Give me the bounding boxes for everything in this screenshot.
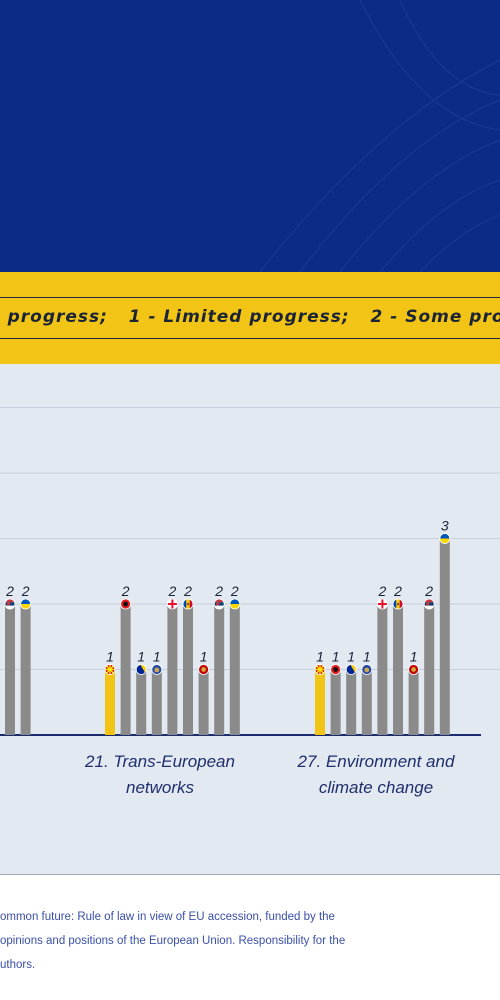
bar-value-label: 1 (137, 649, 145, 665)
bar (408, 669, 419, 735)
bar (214, 604, 225, 735)
bar-value-label: 1 (332, 649, 340, 665)
bar-value-label: 1 (106, 649, 114, 665)
bar (346, 669, 357, 735)
bar-value-label: 1 (410, 649, 418, 665)
category-label: climate change (319, 778, 433, 797)
bar-value-label: 2 (121, 583, 130, 599)
north-macedonia-flag-icon (314, 664, 326, 675)
bar (393, 604, 403, 735)
bar-value-label: 2 (183, 583, 192, 599)
bar-value-label: 1 (200, 649, 208, 665)
bar-value-label: 2 (168, 583, 177, 599)
bar (136, 669, 147, 735)
serbia-flag-icon (423, 598, 435, 610)
chart-area (0, 364, 500, 874)
moldova-flag-icon (392, 598, 404, 610)
bar-value-label: 2 (230, 583, 239, 599)
bar (183, 604, 193, 735)
bar (198, 669, 209, 735)
category-label: 27. Environment and (297, 752, 455, 771)
bar (439, 538, 450, 735)
banner-pattern (259, 0, 500, 272)
bar (315, 669, 325, 735)
bar (361, 669, 372, 735)
bar-value-label: 2 (378, 583, 387, 599)
serbia-flag-icon (213, 598, 225, 610)
bar (120, 604, 131, 735)
bar-value-label: 2 (5, 583, 14, 599)
kosovo-flag-icon (361, 664, 373, 675)
bar (151, 669, 162, 735)
georgia-flag-icon (166, 598, 178, 610)
footer-disclaimer: ommon future: Rule of law in view of EU … (0, 905, 500, 977)
bar (5, 604, 15, 735)
progress-legend: o progress; 1 - Limited progress; 2 - So… (0, 307, 500, 327)
bar-value-label: 3 (441, 518, 449, 534)
bosnia-flag-icon (135, 664, 147, 675)
albania-flag-icon (120, 598, 131, 610)
albania-flag-icon (330, 664, 342, 675)
bar (20, 604, 31, 735)
bar-value-label: 1 (316, 649, 324, 665)
bosnia-flag-icon (345, 664, 357, 675)
bar-value-label: 1 (153, 649, 161, 665)
legend-band (0, 272, 500, 364)
bar (105, 669, 115, 735)
montenegro-flag-icon (198, 664, 210, 675)
bar-value-label: 2 (214, 583, 223, 599)
bar-value-label: 2 (424, 583, 433, 599)
bar (229, 604, 240, 735)
bar-value-label: 2 (393, 583, 402, 599)
montenegro-flag-icon (408, 664, 420, 675)
bar-value-label: 1 (363, 649, 371, 665)
ukraine-flag-icon (229, 598, 241, 610)
legend-strip (0, 297, 500, 339)
footer-line-2: opinions and positions of the European U… (0, 935, 346, 947)
ukraine-flag-icon (439, 533, 451, 544)
serbia-flag-icon (4, 598, 16, 610)
bar-value-label: 1 (347, 649, 355, 665)
bar (167, 604, 178, 735)
bar (424, 604, 435, 735)
footer-divider (0, 874, 500, 875)
bar-value-label: 2 (21, 583, 30, 599)
kosovo-flag-icon (151, 664, 163, 675)
bar (377, 604, 388, 735)
footer-line-1: ommon future: Rule of law in view of EU … (0, 911, 335, 923)
bar (330, 669, 341, 735)
footer-line-3: uthors. (0, 959, 36, 971)
ukraine-flag-icon (20, 598, 32, 610)
moldova-flag-icon (182, 598, 194, 610)
north-macedonia-flag-icon (104, 664, 116, 675)
category-label: networks (126, 778, 195, 797)
georgia-flag-icon (376, 598, 388, 610)
category-label: 21. Trans-European (84, 752, 235, 771)
header-banner (0, 0, 500, 272)
